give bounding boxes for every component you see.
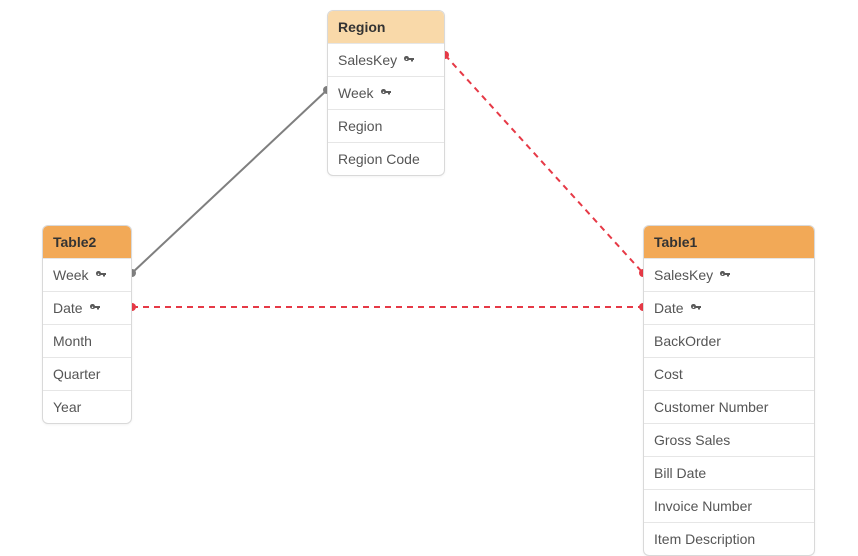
table-field[interactable]: Week — [328, 76, 444, 109]
edge-table2-week-to-region-week — [132, 90, 327, 273]
field-label: Cost — [654, 366, 683, 382]
table-field[interactable]: Date — [644, 291, 814, 324]
field-label: Region Code — [338, 151, 420, 167]
table-field[interactable]: Year — [43, 390, 131, 423]
field-label: Quarter — [53, 366, 100, 382]
key-icon — [380, 87, 392, 99]
field-label: BackOrder — [654, 333, 721, 349]
table-field[interactable]: Bill Date — [644, 456, 814, 489]
table-field[interactable]: SalesKey — [644, 258, 814, 291]
field-label: Gross Sales — [654, 432, 730, 448]
key-icon — [95, 269, 107, 281]
table-field[interactable]: Cost — [644, 357, 814, 390]
table-field[interactable]: Item Description — [644, 522, 814, 555]
table-header[interactable]: Table1 — [644, 226, 814, 258]
field-label: SalesKey — [654, 267, 713, 283]
field-label: Month — [53, 333, 92, 349]
table-table2[interactable]: Table2 Week Date Month Quarter Year — [42, 225, 132, 424]
field-label: Week — [53, 267, 89, 283]
table-field[interactable]: Gross Sales — [644, 423, 814, 456]
field-label: Year — [53, 399, 81, 415]
table-field[interactable]: SalesKey — [328, 43, 444, 76]
field-label: Item Description — [654, 531, 755, 547]
table-header[interactable]: Table2 — [43, 226, 131, 258]
field-label: Date — [654, 300, 684, 316]
key-icon — [89, 302, 101, 314]
table-field[interactable]: Week — [43, 258, 131, 291]
table-field[interactable]: Quarter — [43, 357, 131, 390]
field-label: SalesKey — [338, 52, 397, 68]
table-field[interactable]: Region Code — [328, 142, 444, 175]
field-label: Week — [338, 85, 374, 101]
table-table1[interactable]: Table1 SalesKey Date BackOrder Cost Customer … — [643, 225, 815, 556]
table-field[interactable]: Month — [43, 324, 131, 357]
table-field[interactable]: Region — [328, 109, 444, 142]
table-field[interactable]: Customer Number — [644, 390, 814, 423]
table-field[interactable]: Invoice Number — [644, 489, 814, 522]
key-icon — [719, 269, 731, 281]
field-label: Region — [338, 118, 382, 134]
field-label: Customer Number — [654, 399, 768, 415]
table-field[interactable]: BackOrder — [644, 324, 814, 357]
key-icon — [403, 54, 415, 66]
key-icon — [690, 302, 702, 314]
field-label: Bill Date — [654, 465, 706, 481]
table-field[interactable]: Date — [43, 291, 131, 324]
table-header[interactable]: Region — [328, 11, 444, 43]
field-label: Invoice Number — [654, 498, 752, 514]
field-label: Date — [53, 300, 83, 316]
table-region[interactable]: Region SalesKey Week Region Region Code — [327, 10, 445, 176]
edge-region-saleskey-to-table1-saleskey — [445, 55, 643, 273]
